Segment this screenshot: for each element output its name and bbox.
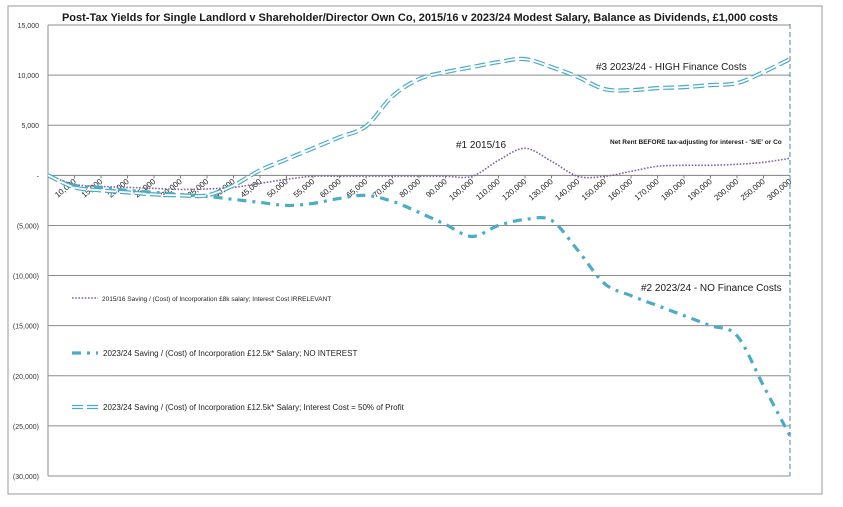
series-2023-24-high-interest-line-inner xyxy=(47,58,791,198)
y-tick-label: 15,000 xyxy=(18,23,40,30)
y-tick-label: (25,000) xyxy=(13,424,39,431)
y-tick-label: (30,000) xyxy=(13,474,39,481)
series-lines xyxy=(47,56,792,437)
y-tick-label: 5,000 xyxy=(21,123,39,130)
y-tick-label: - xyxy=(37,173,40,180)
y-tick-label: (10,000) xyxy=(13,274,39,281)
annotation-high-finance-costs: #3 2023/24 - HIGH Finance Costs xyxy=(596,62,747,73)
legend-label-3: 2023/24 Saving / (Cost) of Incorporation… xyxy=(103,403,405,412)
chart-border xyxy=(7,5,823,495)
annotations: #1 2015/16 #2 2023/24 - NO Finance Costs #… xyxy=(456,62,782,294)
legend-label-2: 2023/24 Saving / (Cost) of Incorporation… xyxy=(103,349,357,358)
grid-lines xyxy=(47,24,790,477)
annotation-2015-16: #1 2015/16 xyxy=(456,140,506,151)
y-tick-label: (20,000) xyxy=(13,374,39,381)
y-tick-label: 10,000 xyxy=(18,73,40,80)
y-axis-tick-labels: 15,000 10,000 5,000 - (5,000) (10,000) (15,000… xyxy=(13,23,40,481)
annotation-net-rent-note: Net Rent BEFORE tax-adjusting for intere… xyxy=(610,139,782,146)
annotation-no-finance-costs: #2 2023/24 - NO Finance Costs xyxy=(641,283,782,294)
legend: 2015/16 Saving / (Cost) of Incorporation… xyxy=(72,296,405,412)
chart-title: Post-Tax Yields for Single Landlord v Sh… xyxy=(62,12,778,24)
legend-label-1: 2015/16 Saving / (Cost) of Incorporation… xyxy=(102,296,331,303)
y-tick-label: (15,000) xyxy=(13,324,39,331)
y-tick-label: (5,000) xyxy=(17,223,39,230)
